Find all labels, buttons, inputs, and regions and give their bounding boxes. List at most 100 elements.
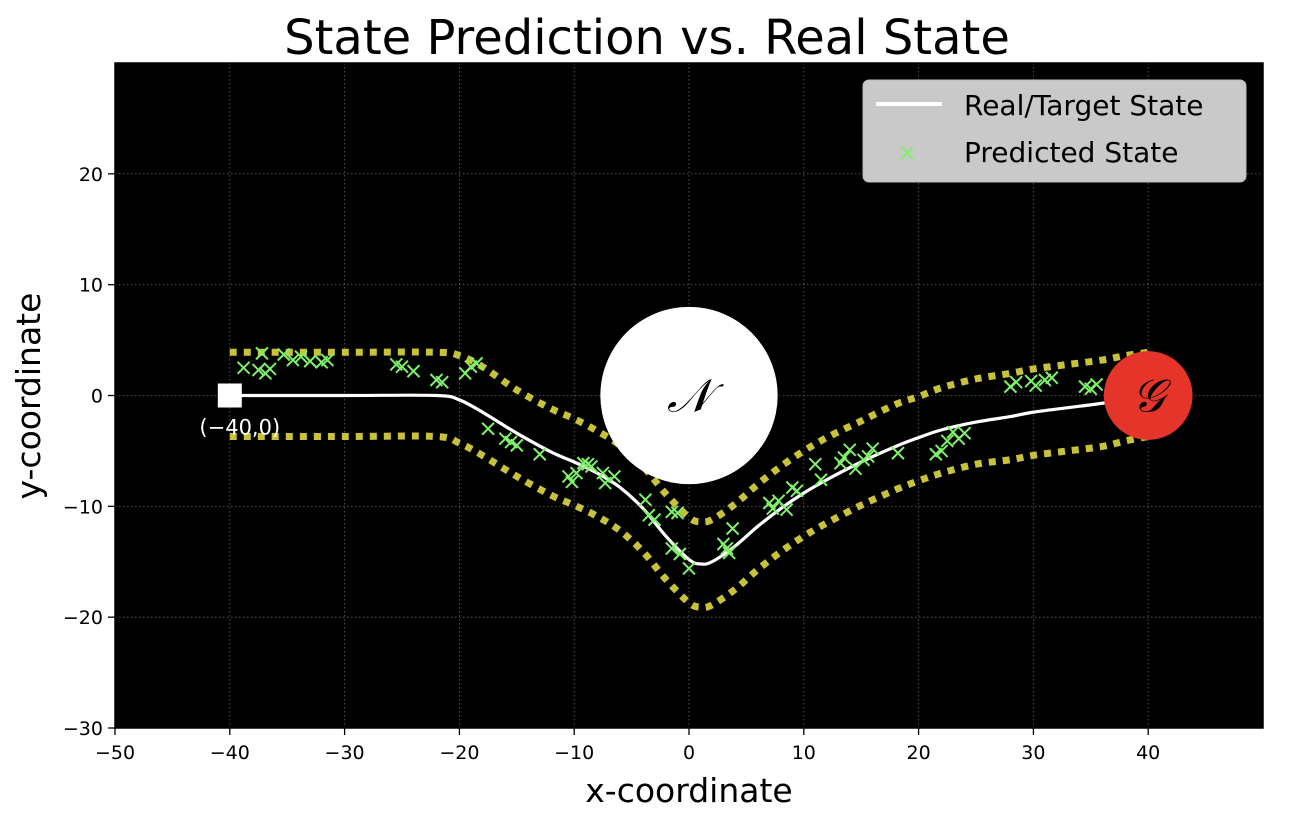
predicted-point: [406, 364, 421, 378]
predicted-point: [865, 441, 880, 456]
y-tick-label: 20: [79, 164, 103, 186]
predicted-point: [277, 347, 291, 362]
legend: Real/Target State Predicted State: [862, 79, 1247, 183]
predicted-point-stroke: [320, 353, 335, 367]
predicted-point-stroke: [957, 426, 972, 440]
predicted-point-stroke: [673, 547, 687, 561]
predicted-point: [682, 561, 696, 576]
predicted-point: [934, 444, 949, 458]
legend-cross-swatch: [900, 146, 914, 160]
x-tick-label: −10: [554, 742, 594, 764]
x-axis-label: x-coordinate: [585, 771, 792, 810]
predicted-point: [263, 362, 277, 376]
predicted-point: [957, 426, 972, 440]
predicted-point: [481, 422, 495, 436]
predicted-point: [766, 501, 780, 516]
predicted-point-stroke: [665, 541, 679, 556]
predicted-point: [673, 547, 687, 561]
predicted-point-stroke: [435, 375, 449, 389]
predicted-point-stroke: [843, 443, 857, 457]
predicted-point-stroke: [1078, 379, 1092, 394]
goal-region: [1103, 351, 1193, 440]
markers-layer: (−40,0): [199, 383, 280, 440]
x-tick-label: 0: [683, 742, 695, 764]
x-tick-label: −50: [95, 742, 135, 764]
predicted-point-stroke: [533, 447, 547, 461]
predicted-point-stroke: [1028, 378, 1043, 393]
predicted-point: [510, 438, 524, 453]
predicted-point-stroke: [1009, 375, 1023, 389]
predicted-point-stroke: [569, 466, 584, 480]
predicted-point: [584, 459, 599, 474]
x-tick-label: 20: [907, 742, 931, 764]
x-tick-label: −40: [210, 742, 250, 764]
predicted-point: [1045, 371, 1059, 385]
predicted-point-stroke: [865, 441, 880, 456]
predicted-point: [569, 466, 584, 480]
predicted-point: [665, 541, 679, 556]
predicted-point-stroke: [647, 512, 662, 527]
obstacle-region: [600, 306, 778, 485]
predicted-point: [596, 466, 610, 480]
predicted-point: [814, 473, 828, 487]
predicted-point-stroke: [934, 444, 949, 458]
x-axis-ticks: −50 −40 −30 −20 −10 0 10 20 30 40: [95, 728, 1160, 764]
predicted-point-stroke: [584, 459, 599, 474]
y-tick-label: 10: [79, 275, 103, 297]
predicted-point: [1028, 378, 1043, 393]
predicted-point-stroke: [670, 506, 685, 520]
predicted-point-stroke: [565, 475, 579, 489]
y-tick-label: −20: [63, 607, 103, 629]
predicted-point: [576, 456, 591, 470]
predicted-point: [891, 446, 905, 460]
predicted-point-stroke: [720, 541, 734, 556]
predicted-point-stroke: [891, 446, 905, 460]
x-tick-label: −20: [439, 742, 479, 764]
legend-box: [862, 79, 1247, 183]
predicted-point-stroke: [837, 450, 851, 465]
legend-entry-predicted: Predicted State: [964, 136, 1178, 169]
predicted-point-stroke: [665, 505, 679, 519]
predicted-point: [251, 363, 266, 377]
predicted-point-stroke: [725, 521, 740, 536]
predicted-point-stroke: [255, 346, 269, 361]
predicted-point-stroke: [395, 359, 409, 374]
predicted-point-stroke: [1089, 377, 1104, 392]
predicted-point-stroke: [303, 354, 317, 368]
predicted-point: [236, 361, 251, 375]
predicted-point-stroke: [779, 502, 794, 517]
predicted-point-stroke: [638, 492, 653, 507]
predicted-point: [725, 521, 740, 536]
predicted-point-stroke: [771, 494, 786, 508]
predicted-point: [255, 346, 269, 361]
y-axis-label: y-coordinate: [9, 293, 48, 500]
predicted-point-stroke: [286, 353, 300, 367]
predicted-point-stroke: [429, 373, 444, 387]
predicted-point-stroke: [762, 496, 777, 510]
predicted-point-stroke: [808, 457, 822, 471]
legend-entry-real: Real/Target State: [964, 89, 1203, 122]
predicted-point: [435, 375, 449, 389]
predicted-point-stroke: [596, 466, 610, 480]
x-tick-label: 40: [1136, 742, 1160, 764]
x-tick-label: 30: [1021, 742, 1045, 764]
predicted-point-stroke: [940, 434, 955, 448]
predicted-point: [294, 350, 308, 364]
predicted-point-stroke: [481, 422, 495, 436]
predicted-point-stroke: [498, 432, 513, 446]
predicted-point-stroke: [263, 362, 277, 376]
predicted-point-stroke: [236, 361, 251, 375]
predicted-point: [647, 512, 662, 527]
predicted-point-stroke: [504, 435, 518, 449]
predicted-point-stroke: [251, 363, 266, 377]
real-state-line: [229, 393, 1143, 566]
predicted-point-stroke: [510, 438, 524, 453]
predicted-point: [598, 476, 612, 490]
predicted-point-stroke: [766, 501, 780, 516]
y-axis-ticks: −30 −20 −10 0 10 20: [63, 164, 115, 740]
predicted-point: [395, 359, 409, 374]
predicted-point: [940, 434, 955, 448]
predicted-point: [722, 546, 736, 560]
